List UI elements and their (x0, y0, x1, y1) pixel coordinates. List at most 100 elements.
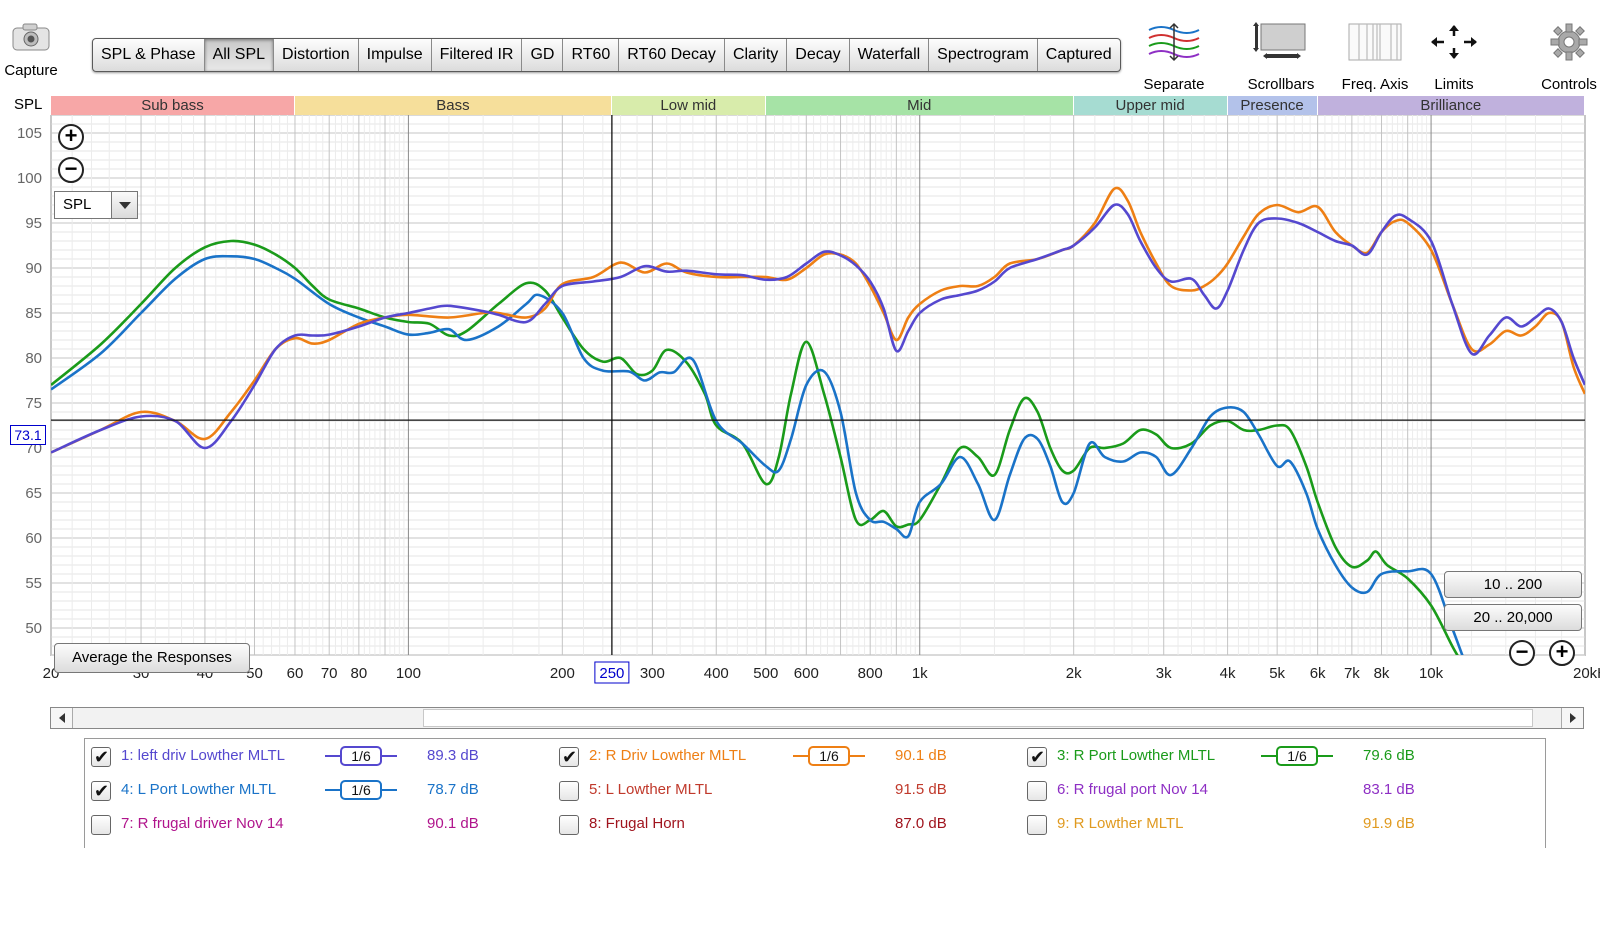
y-tick-label: 55 (25, 575, 42, 592)
y-tick-label: 60 (25, 530, 42, 547)
cursor-freq-box (594, 661, 630, 684)
x-tick-label: 3k (1156, 665, 1172, 682)
y-tick-label: 100 (17, 170, 42, 187)
legend-checkbox[interactable] (91, 776, 111, 806)
legend-checkbox[interactable] (559, 742, 579, 772)
capture-button[interactable]: Capture (0, 22, 62, 79)
legend-checkbox[interactable] (1027, 742, 1047, 772)
legend-db-value: 89.3 dB (427, 747, 479, 764)
x-tick-label: 80 (351, 665, 368, 682)
zoom-in-y-icon[interactable]: + (58, 124, 84, 150)
zoom-in-x-icon[interactable]: + (1549, 640, 1575, 666)
legend-db-value: 91.5 dB (895, 781, 947, 798)
legend-label[interactable]: 1: left driv Lowther MLTL (121, 747, 285, 764)
horizontal-scrollbar[interactable] (50, 707, 1584, 729)
legend-checkbox[interactable] (1027, 781, 1047, 801)
limits-button[interactable]: Limits (1424, 20, 1484, 93)
zoom-out-x-icon[interactable]: − (1509, 640, 1535, 666)
zoom-out-y-icon[interactable]: − (58, 157, 84, 183)
spl-graph[interactable]: 105 100 95 90 85 80 75 70 65 60 55 50 20 30 40 50 60 70 80… (0, 115, 1600, 695)
x-tick-label: 4k (1220, 665, 1236, 682)
limits-icon (1424, 20, 1484, 64)
smoothing-value: 1/6 (351, 748, 371, 764)
legend-entry: 3: R Port Lowther MLTL 1/6 79.6 dB (1027, 741, 1487, 772)
tab-filtered-ir[interactable]: Filtered IR (432, 39, 523, 71)
series-line-4 (51, 254, 1464, 655)
x-tick-label: 60 (287, 665, 304, 682)
tab-waterfall[interactable]: Waterfall (850, 39, 930, 71)
spl-dropdown[interactable]: SPL (54, 191, 138, 219)
tab-clarity[interactable]: Clarity (725, 39, 788, 71)
tab-impulse[interactable]: Impulse (359, 39, 432, 71)
legend-label[interactable]: 5: L Lowther MLTL (589, 781, 713, 798)
tab-spl-phase[interactable]: SPL & Phase (93, 39, 205, 71)
series-line-1 (51, 203, 1585, 454)
tab-decay[interactable]: Decay (787, 39, 850, 71)
graph-tab-bar: SPL & Phase All SPL Distortion Impulse Filte… (92, 38, 1121, 72)
x-tick-label: 800 (858, 665, 883, 682)
tab-all-spl[interactable]: All SPL (204, 39, 275, 71)
band-mid: Mid (765, 96, 1074, 115)
freq-axis-button[interactable]: Freq. Axis (1334, 20, 1416, 93)
x-tick-label: 100 (396, 665, 421, 682)
scroll-left-icon[interactable] (51, 708, 73, 728)
x-tick-label: 50 (246, 665, 263, 682)
tab-gd[interactable]: GD (522, 39, 564, 71)
range-10-200-button[interactable]: 10 .. 200 (1444, 571, 1582, 598)
limits-label: Limits (1434, 76, 1474, 93)
x-tick-label: 8k (1374, 665, 1390, 682)
legend-checkbox[interactable] (1027, 815, 1047, 835)
controls-button[interactable]: Controls (1538, 20, 1600, 93)
tab-spectrogram[interactable]: Spectrogram (929, 39, 1038, 71)
frequency-band-strip: Sub bass Bass Low mid Mid Upper mid Presence B… (51, 96, 1585, 115)
smoothing-control[interactable]: 1/6 (325, 779, 397, 801)
legend-label[interactable]: 3: R Port Lowther MLTL (1057, 747, 1216, 764)
legend-db-value: 83.1 dB (1363, 781, 1415, 798)
band-brilliance: Brilliance (1317, 96, 1585, 115)
legend-entry: 4: L Port Lowther MLTL 1/6 78.7 dB (91, 775, 551, 806)
y-tick-label: 65 (25, 485, 42, 502)
legend-entry: 8: Frugal Horn 87.0 dB (559, 809, 1019, 839)
legend-label[interactable]: 9: R Lowther MLTL (1057, 815, 1184, 832)
x-tick-label: 500 (753, 665, 778, 682)
freq-axis-label: Freq. Axis (1341, 76, 1409, 93)
y-tick-label: 80 (25, 350, 42, 367)
legend-label[interactable]: 8: Frugal Horn (589, 815, 685, 832)
smoothing-control[interactable]: 1/6 (325, 745, 397, 767)
y-tick-label: 90 (25, 260, 42, 277)
range-20-20000-button[interactable]: 20 .. 20,000 (1444, 604, 1582, 631)
separate-button[interactable]: Separate (1134, 20, 1214, 93)
cursor-db-readout: 73.1 (10, 425, 46, 445)
x-tick-label: 300 (640, 665, 665, 682)
legend-label[interactable]: 6: R frugal port Nov 14 (1057, 781, 1208, 798)
smoothing-control[interactable]: 1/6 (793, 745, 865, 767)
band-sub-bass: Sub bass (51, 96, 295, 115)
average-responses-button[interactable]: Average the Responses (54, 643, 250, 673)
tab-distortion[interactable]: Distortion (274, 39, 359, 71)
band-low-mid: Low mid (611, 96, 766, 115)
x-tick-label: 200 (550, 665, 575, 682)
legend-checkbox[interactable] (559, 781, 579, 801)
legend-checkbox[interactable] (91, 815, 111, 835)
legend-label[interactable]: 4: L Port Lowther MLTL (121, 781, 277, 798)
tab-rt60-decay[interactable]: RT60 Decay (619, 39, 725, 71)
tab-captured[interactable]: Captured (1045, 46, 1112, 63)
chevron-down-icon[interactable] (111, 192, 137, 218)
legend-label[interactable]: 2: R Driv Lowther MLTL (589, 747, 747, 764)
tab-rt60[interactable]: RT60 (563, 39, 620, 71)
legend-checkbox[interactable] (559, 815, 579, 835)
legend-entry: 6: R frugal port Nov 14 83.1 dB (1027, 775, 1487, 805)
scroll-right-icon[interactable] (1561, 708, 1583, 728)
x-tick-label: 5k (1269, 665, 1285, 682)
x-tick-label: 600 (794, 665, 819, 682)
x-tick-label: 20kHz (1573, 665, 1600, 682)
scrollbars-button[interactable]: Scrollbars (1238, 20, 1324, 93)
scrollbar-thumb[interactable] (423, 709, 1533, 727)
legend-db-value: 91.9 dB (1363, 815, 1415, 832)
legend-checkbox[interactable] (91, 742, 111, 772)
smoothing-control[interactable]: 1/6 (1261, 745, 1333, 767)
legend-label[interactable]: 7: R frugal driver Nov 14 (121, 815, 284, 832)
series-line-3 (51, 239, 1459, 655)
legend-entry: 5: L Lowther MLTL 91.5 dB (559, 775, 1019, 805)
